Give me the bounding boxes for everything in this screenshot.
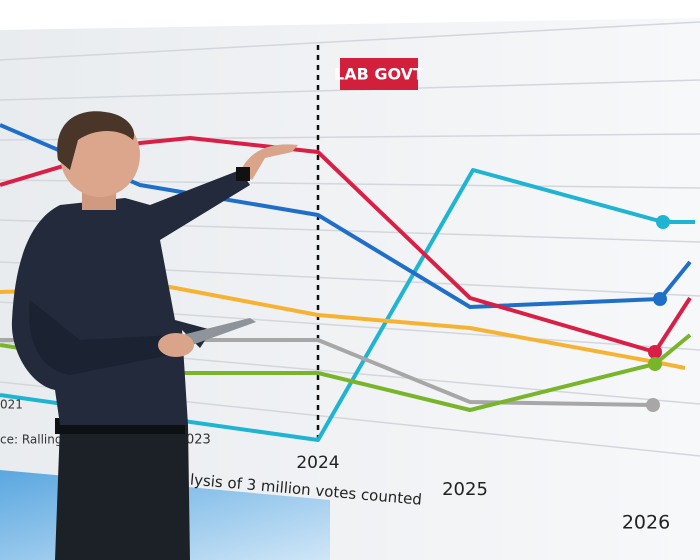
hair [57,111,135,170]
badge-box [340,58,418,90]
raised-hand [240,144,298,180]
arm [29,300,176,375]
tablet [182,318,256,345]
watch [236,167,250,181]
dot [648,357,662,371]
dot [653,292,667,306]
source-text: ce: Rallings [0,433,69,447]
end-dots [646,215,670,412]
presenter [11,111,298,560]
dot [648,345,662,359]
year-label: 2025 [442,479,488,500]
year-label: 023 [186,433,211,448]
dot [656,215,670,229]
year-label: 2026 [622,512,670,534]
badge: LAB GOVT [334,65,424,84]
dot [646,398,660,412]
trousers [55,425,190,560]
hand [158,333,194,357]
line-cyan [0,168,695,442]
year-label: 2024 [296,453,339,473]
grid-line [0,21,700,61]
year-label: 021 [0,398,23,412]
